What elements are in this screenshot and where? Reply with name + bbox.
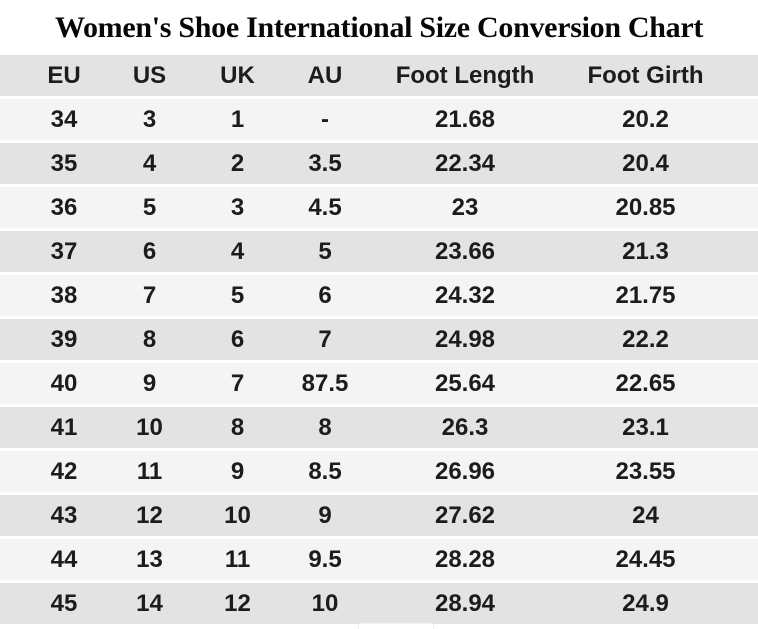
table-cell: 87.5 xyxy=(301,369,349,397)
table-cell: 24.9 xyxy=(622,589,669,617)
table-row: 37 6 4 5 23.66 21.3 xyxy=(0,231,758,272)
column-header: US xyxy=(132,61,167,89)
table-cell: 21.68 xyxy=(434,105,496,133)
table-cell: 9 xyxy=(230,457,245,485)
table-cell: 4.5 xyxy=(308,193,342,221)
column-header: Foot Length xyxy=(395,61,535,89)
table-cell: 12 xyxy=(136,501,163,529)
table-cell: 41 xyxy=(50,413,78,441)
table-cell: 22.34 xyxy=(434,149,496,177)
table-row: 44 13 11 9.5 28.28 24.45 xyxy=(0,539,758,580)
table-cell: 20.85 xyxy=(615,193,676,221)
table-header: EU US UK AU Foot Length Foot Girth xyxy=(0,55,758,96)
table-cell: 45 xyxy=(50,589,78,617)
table-cell: 23.66 xyxy=(434,237,496,265)
table-cell: 14 xyxy=(136,589,163,617)
table-cell: 7 xyxy=(318,325,332,353)
table-cell: 13 xyxy=(136,545,163,573)
page-title: Women's Shoe International Size Conversi… xyxy=(54,10,704,44)
table-cell: 20.2 xyxy=(622,105,669,133)
table-cell: 6 xyxy=(230,325,245,353)
table-cell: 26.3 xyxy=(441,413,489,441)
table-cell: 22.65 xyxy=(615,369,676,397)
table-cell: 4 xyxy=(142,149,157,177)
table-cell: 9.5 xyxy=(308,545,342,573)
table-cell: 8 xyxy=(318,413,332,441)
table-cell: 21.75 xyxy=(615,281,676,309)
table-cell: 5 xyxy=(142,193,157,221)
table-body: 34 3 1-21.68 20.2 35 4 2 3.5 22.34 20.4 36 5 3 4.5 23 2… xyxy=(0,99,758,624)
table-cell: 44 xyxy=(50,545,78,573)
table-row: 36 5 3 4.5 23 20.85 xyxy=(0,187,758,228)
table-cell: 24.32 xyxy=(434,281,496,309)
table-cell: 38 xyxy=(50,281,78,309)
table-cell: 27.62 xyxy=(434,501,496,529)
table-row: 39 8 6 7 24.98 22.2 xyxy=(0,319,758,360)
table-cell: 21.3 xyxy=(622,237,669,265)
table-row: 34 3 1 - 21.68 20.2 xyxy=(0,99,758,140)
table-cell: 2 xyxy=(230,149,245,177)
table-cell: 36 xyxy=(50,193,78,221)
size-conversion-table: EU US UK AU Foot Length Foot Girth 34 3 1-21.68… xyxy=(0,52,758,627)
table-cell: 10 xyxy=(311,589,339,617)
table-cell: 3.5 xyxy=(308,149,342,177)
table-cell: 5 xyxy=(230,281,245,309)
table-cell: 20.4 xyxy=(622,149,669,177)
column-header: AU xyxy=(307,61,343,89)
table-cell: 37 xyxy=(50,237,78,265)
table-cell: 23.1 xyxy=(622,413,669,441)
table-cell: 39 xyxy=(50,325,78,353)
table-cell: 28.28 xyxy=(434,545,496,573)
table-cell: 10 xyxy=(224,501,251,529)
table-cell: 6 xyxy=(318,281,332,309)
table-cell: 24 xyxy=(632,501,659,529)
table-cell: 8 xyxy=(142,325,157,353)
table-row: 41 10 8 8 26.3 23.1 xyxy=(0,407,758,448)
table-cell: 22.2 xyxy=(622,325,669,353)
table-cell: 23.55 xyxy=(615,457,676,485)
table-cell: 28.94 xyxy=(434,589,496,617)
table-cell: 24.98 xyxy=(434,325,496,353)
table-cell: 34 xyxy=(50,105,78,133)
table-row: 42 11 9 8.5 26.96 23.55 xyxy=(0,451,758,492)
table-cell: 43 xyxy=(50,501,78,529)
cropped-bottom-artifact xyxy=(358,622,434,629)
table-cell: 6 xyxy=(142,237,157,265)
table-cell: 12 xyxy=(224,589,251,617)
table-cell: 8 xyxy=(230,413,245,441)
table-row: 45 14 12 10 28.94 24.9 xyxy=(0,583,758,624)
table-cell: 4 xyxy=(230,237,245,265)
table-cell: 11 xyxy=(224,545,251,573)
table-cell: 3 xyxy=(230,193,245,221)
table-cell: 24.45 xyxy=(615,545,676,573)
table-cell: 35 xyxy=(50,149,78,177)
table-cell: 3 xyxy=(142,105,157,133)
table-cell: 25.64 xyxy=(434,369,496,397)
table-cell: 11 xyxy=(136,457,163,485)
column-header: Foot Girth xyxy=(587,61,704,89)
table-cell: 26.96 xyxy=(434,457,496,485)
table-cell: 40 xyxy=(50,369,78,397)
table-row: 38 7 5 6 24.32 21.75 xyxy=(0,275,758,316)
table-cell: 7 xyxy=(142,281,157,309)
table-row: 40 9 7 87.5 25.64 22.65 xyxy=(0,363,758,404)
column-header: UK xyxy=(220,61,255,89)
table-cell: 42 xyxy=(50,457,78,485)
table-row: 43 12 10 9 27.62 24 xyxy=(0,495,758,536)
table-cell: 8.5 xyxy=(308,457,342,485)
table-cell: 9 xyxy=(318,501,332,529)
column-header: EU xyxy=(47,61,81,89)
table-cell: 7 xyxy=(230,369,245,397)
table-cell: 10 xyxy=(136,413,163,441)
table-cell: 5 xyxy=(318,237,332,265)
table-cell: 9 xyxy=(142,369,157,397)
table-cell: 23 xyxy=(451,193,479,221)
table-row: 35 4 2 3.5 22.34 20.4 xyxy=(0,143,758,184)
header-row: EU US UK AU Foot Length Foot Girth xyxy=(0,55,758,96)
table-cell: 1 xyxy=(230,105,245,133)
table-cell: - xyxy=(321,105,329,133)
